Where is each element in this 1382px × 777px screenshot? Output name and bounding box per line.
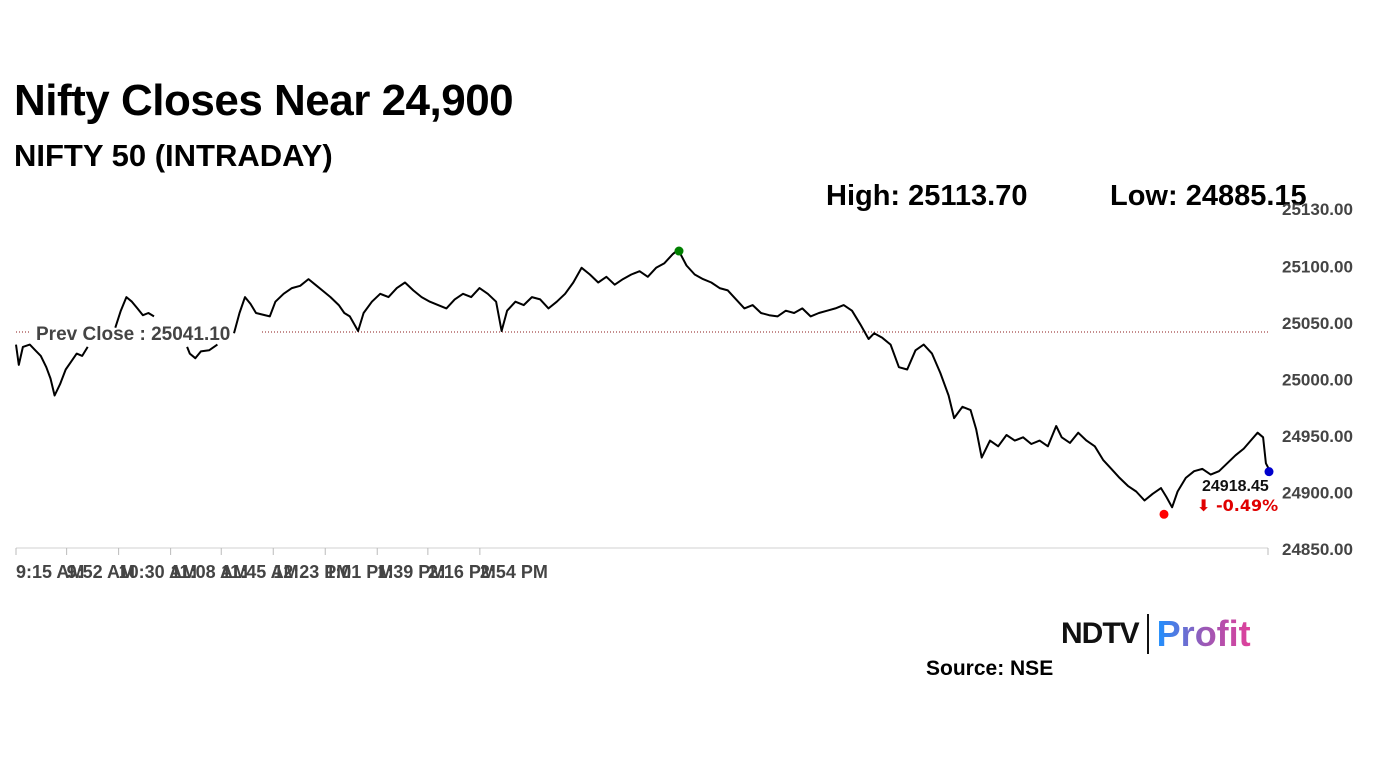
source-note: Source: NSE (926, 657, 1054, 680)
x-tick-label: 11:45 AM (221, 562, 298, 582)
x-tick-label: 1:39 PM (377, 562, 445, 582)
brand-separator (1146, 614, 1149, 654)
last-price-marker (1264, 467, 1274, 477)
x-tick-label: 2:16 PM (428, 562, 496, 582)
prev-close-label: Prev Close : 25041.10 (36, 324, 230, 345)
y-tick-label: 24900.00 (1282, 484, 1353, 503)
x-tick-label: 11:08 AM (171, 562, 248, 582)
x-tick-label: 2:54 PM (480, 562, 548, 582)
high-marker (674, 246, 684, 256)
ndtv-profit-logo: NDTV Profit (1061, 612, 1251, 656)
high-value: High: 25113.70 (826, 180, 1028, 212)
x-tick-label: 9:52 AM (67, 562, 135, 582)
price-line (15, 248, 1271, 509)
x-tick-label: 10:30 AM (119, 562, 197, 582)
y-tick-label: 24950.00 (1282, 427, 1353, 446)
x-tick-label: 1:01 PM (325, 562, 393, 582)
prev-close-label-bg (30, 320, 260, 345)
y-tick-label: 24850.00 (1282, 540, 1353, 559)
x-tick-label: 9:15 AM (16, 562, 84, 582)
brand-ndtv: NDTV (1061, 617, 1140, 650)
low-marker (1159, 509, 1169, 519)
low-value: Low: 24885.15 (1110, 180, 1307, 212)
y-tick-label: 25000.00 (1282, 371, 1353, 390)
change-label: ⬇ -0.49% (1197, 496, 1278, 515)
x-tick-label: 12:23 PM (273, 562, 351, 582)
last-price-label: 24918.45 (1202, 478, 1269, 495)
brand-profit: Profit (1156, 613, 1251, 654)
y-tick-label: 25100.00 (1282, 258, 1353, 277)
y-tick-label: 25130.00 (1282, 200, 1353, 219)
chart-title: Nifty Closes Near 24,900 (14, 76, 514, 125)
y-tick-label: 25050.00 (1282, 314, 1353, 333)
chart-subtitle: NIFTY 50 (INTRADAY) (14, 138, 333, 173)
